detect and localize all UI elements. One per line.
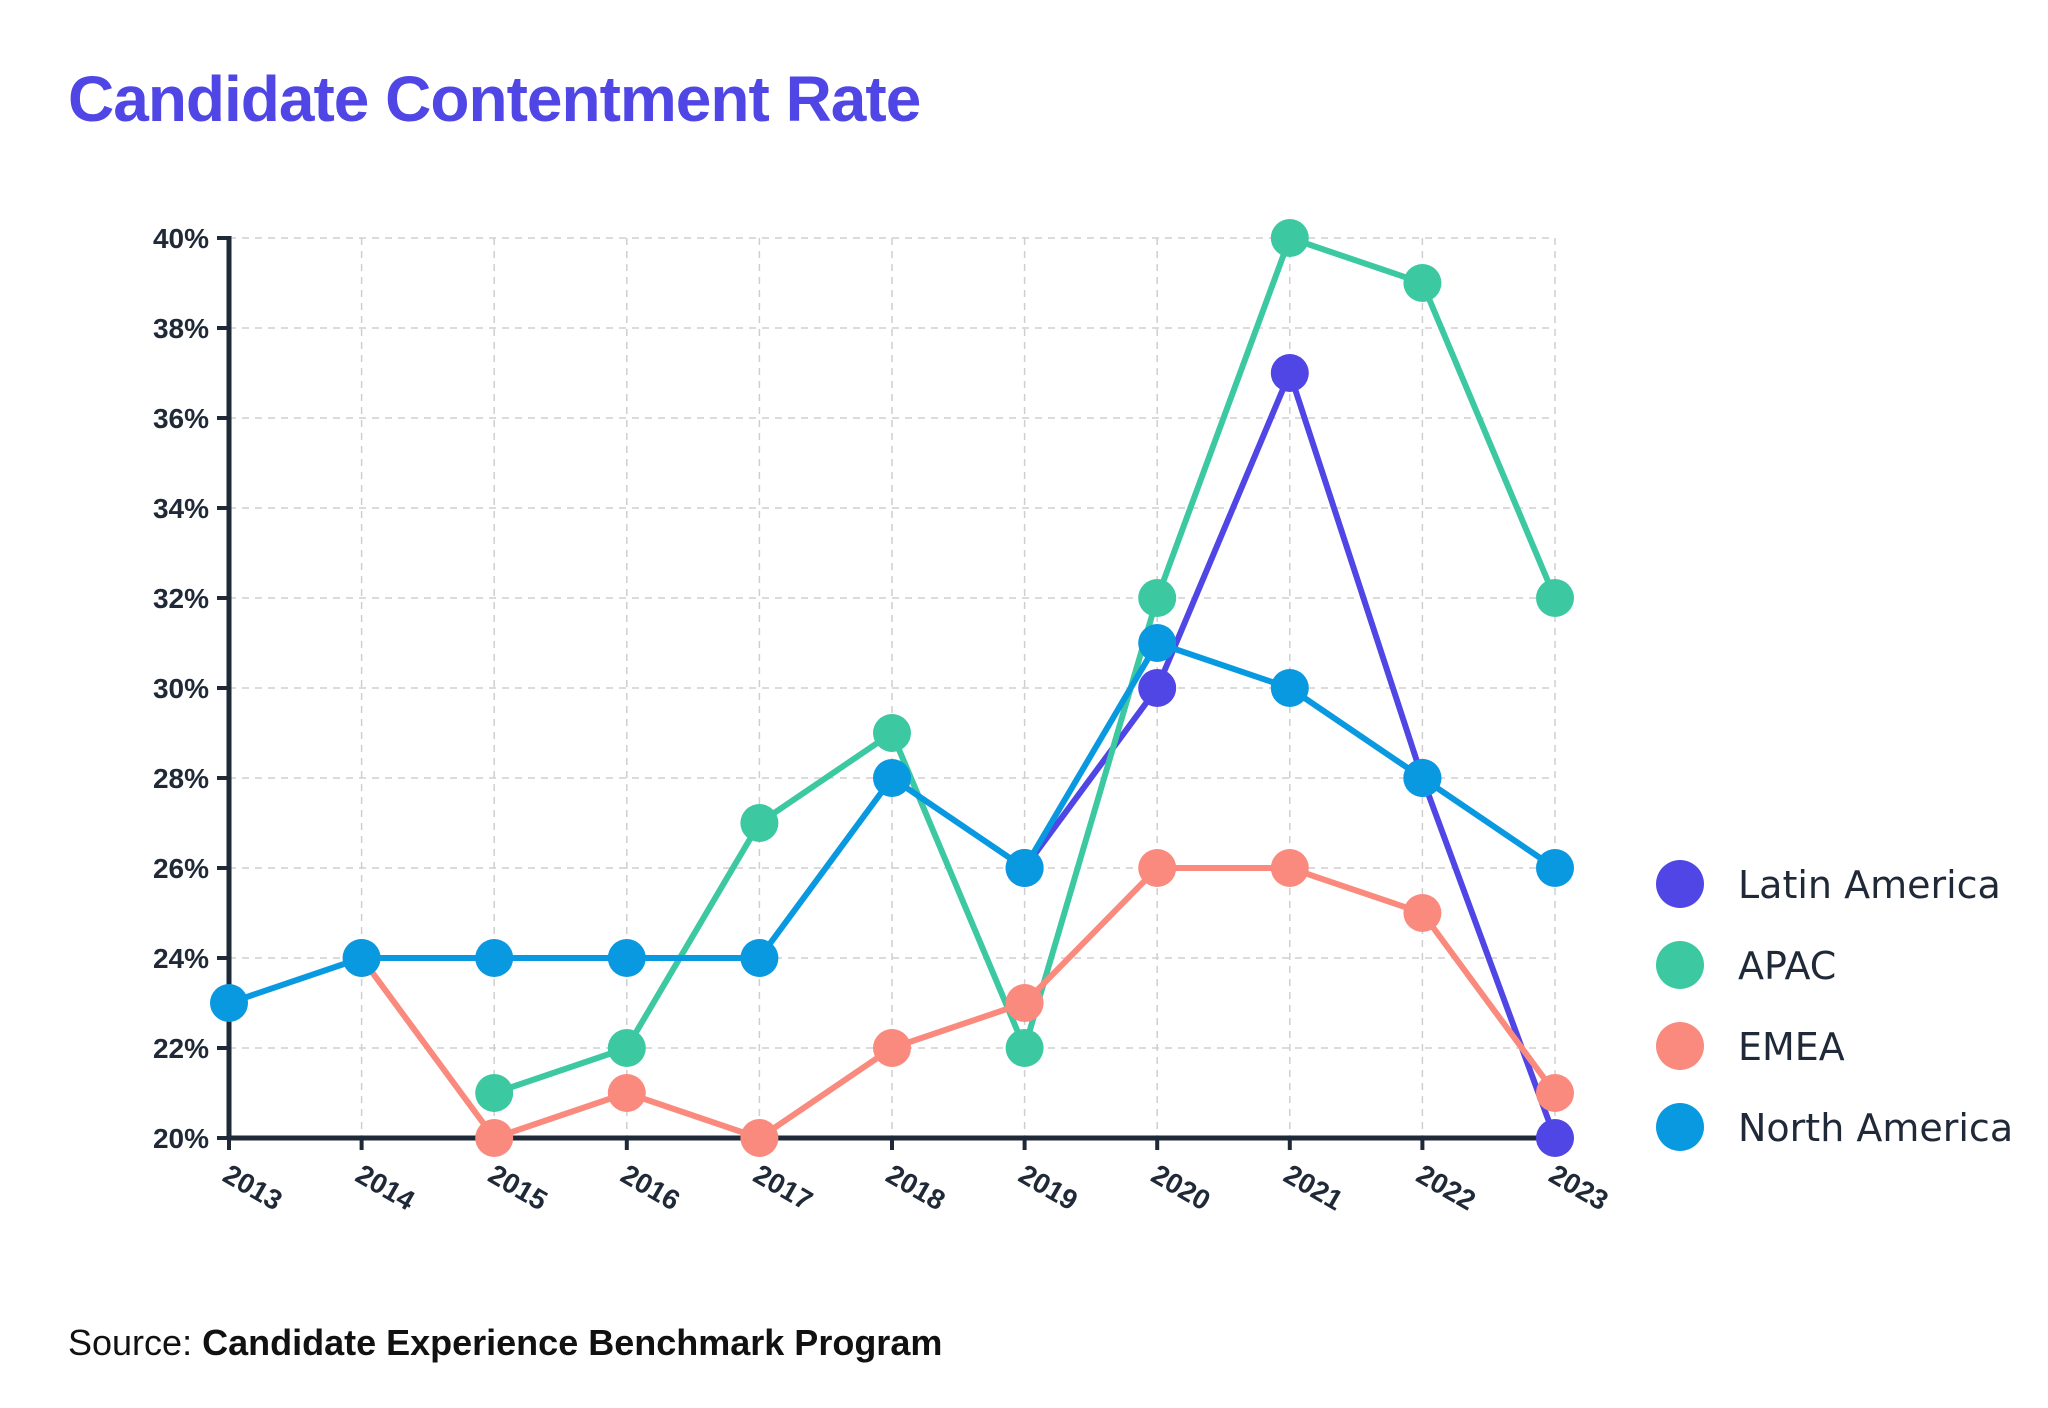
data-point xyxy=(1403,894,1442,932)
y-tick-label: 22% xyxy=(153,1033,209,1064)
data-point xyxy=(1138,669,1177,707)
data-point xyxy=(475,1119,514,1157)
data-point xyxy=(1138,624,1177,662)
legend-label: EMEA xyxy=(1738,1025,1845,1069)
data-point xyxy=(342,939,381,977)
legend-label: Latin America xyxy=(1738,863,2001,907)
grid xyxy=(229,237,1556,1138)
source-prefix: Source: xyxy=(68,1322,203,1363)
y-tick-label: 36% xyxy=(153,403,209,434)
y-tick-label: 26% xyxy=(153,853,209,884)
chart-title: Candidate Contentment Rate xyxy=(68,63,921,135)
data-point xyxy=(1403,264,1442,302)
legend: Latin America APAC EMEA North America xyxy=(1656,860,2013,1151)
legend-label: APAC xyxy=(1738,944,1836,988)
data-point xyxy=(1138,579,1177,617)
x-tick-label: 2017 xyxy=(748,1158,817,1216)
source-name: Candidate Experience Benchmark Program xyxy=(202,1322,943,1363)
data-point xyxy=(607,939,646,977)
y-tick-label: 40% xyxy=(153,223,209,254)
data-point xyxy=(1005,984,1044,1022)
data-point xyxy=(1403,759,1442,797)
legend-label: North America xyxy=(1738,1106,2013,1150)
data-point xyxy=(475,1074,514,1112)
data-point xyxy=(1270,669,1309,707)
x-tick-label: 2018 xyxy=(881,1158,950,1216)
legend-marker xyxy=(1656,860,1704,908)
legend-marker xyxy=(1656,941,1704,989)
x-tick-label: 2023 xyxy=(1544,1158,1613,1216)
y-tick-label: 38% xyxy=(153,313,209,344)
data-point xyxy=(740,1119,779,1157)
data-point xyxy=(1536,579,1574,617)
data-point xyxy=(1536,849,1574,887)
data-point xyxy=(873,759,911,797)
series xyxy=(210,219,1574,1157)
x-tick-label: 2020 xyxy=(1146,1158,1215,1216)
x-tick-label: 2013 xyxy=(218,1158,287,1216)
data-point xyxy=(1270,849,1309,887)
x-tick-label: 2015 xyxy=(483,1158,552,1216)
series-line xyxy=(358,865,1558,1141)
data-point xyxy=(873,1029,911,1067)
y-tick-label: 24% xyxy=(153,943,209,974)
data-point xyxy=(475,939,514,977)
data-point xyxy=(1536,1119,1574,1157)
data-point xyxy=(1536,1074,1574,1112)
data-point xyxy=(607,1074,646,1112)
y-tick-label: 30% xyxy=(153,673,209,704)
x-tick-label: 2021 xyxy=(1279,1158,1348,1216)
series-line xyxy=(491,235,1558,1096)
y-tick-label: 34% xyxy=(153,493,209,524)
y-tick-label: 32% xyxy=(153,583,209,614)
data-point xyxy=(1270,219,1309,257)
x-tick-label: 2014 xyxy=(351,1158,421,1216)
data-point xyxy=(607,1029,646,1067)
x-tick-label: 2022 xyxy=(1411,1158,1480,1216)
data-point xyxy=(1270,354,1309,392)
source-note: Source: Candidate Experience Benchmark P… xyxy=(68,1322,942,1364)
data-point xyxy=(1005,849,1044,887)
data-point xyxy=(210,984,248,1022)
data-point xyxy=(1005,1029,1044,1067)
y-tick-label: 20% xyxy=(153,1123,209,1154)
x-tick-label: 2016 xyxy=(616,1158,685,1216)
data-point xyxy=(873,714,911,752)
legend-marker xyxy=(1656,1022,1704,1070)
data-point xyxy=(1138,849,1177,887)
legend-marker xyxy=(1656,1103,1704,1151)
y-tick-label: 28% xyxy=(153,763,209,794)
data-point xyxy=(740,939,779,977)
data-point xyxy=(740,804,779,842)
x-tick-label: 2019 xyxy=(1014,1158,1083,1216)
